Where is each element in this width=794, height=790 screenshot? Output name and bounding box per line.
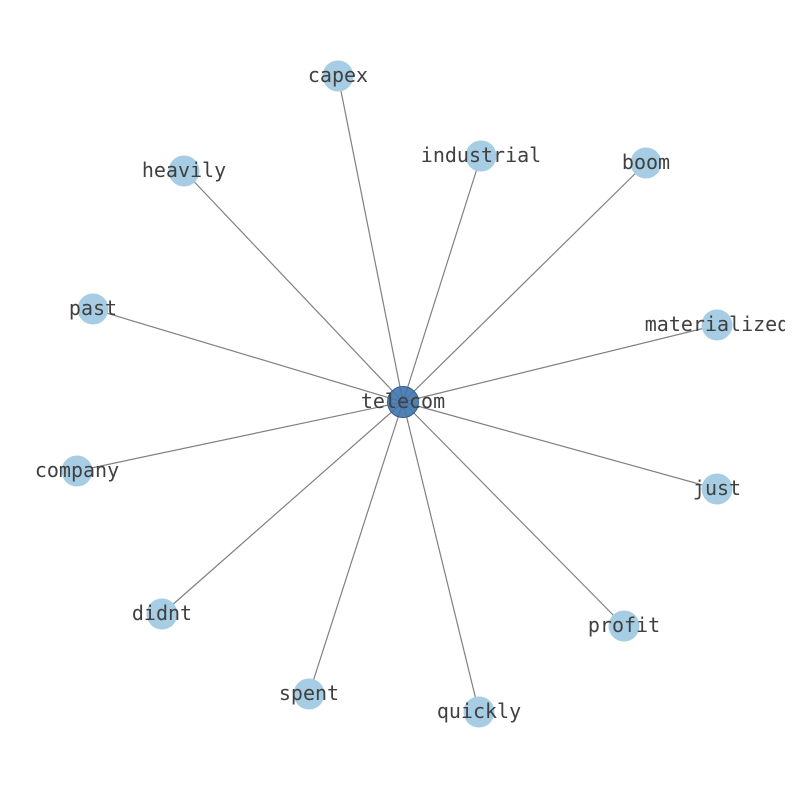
- node-label-industrial: industrial: [421, 143, 541, 167]
- node-label-boom: boom: [622, 150, 670, 174]
- node-didnt[interactable]: [146, 598, 178, 630]
- node-label-company: company: [35, 458, 119, 482]
- node-boom[interactable]: [630, 147, 662, 179]
- node-capex[interactable]: [322, 60, 354, 92]
- edge-telecom-quickly: [402, 401, 480, 713]
- edge-telecom-didnt: [161, 401, 404, 615]
- node-label-materialized: materialized: [645, 312, 790, 336]
- node-industrial[interactable]: [465, 140, 497, 172]
- edge-telecom-materialized: [402, 324, 718, 403]
- node-label-just: just: [693, 476, 741, 500]
- edge-telecom-profit: [402, 401, 625, 627]
- node-label-didnt: didnt: [132, 601, 192, 625]
- node-past[interactable]: [77, 293, 109, 325]
- edge-telecom-spent: [308, 401, 404, 695]
- edge-telecom-industrial: [402, 155, 482, 403]
- node-materialized[interactable]: [701, 309, 733, 341]
- edge-telecom-past: [92, 308, 404, 403]
- node-label-telecom: telecom: [361, 389, 445, 413]
- edge-telecom-capex: [337, 75, 404, 403]
- node-label-quickly: quickly: [437, 699, 521, 723]
- node-company[interactable]: [61, 455, 93, 487]
- node-telecom[interactable]: [387, 386, 419, 418]
- edge-telecom-boom: [402, 162, 647, 403]
- node-label-profit: profit: [588, 613, 660, 637]
- node-label-capex: capex: [308, 63, 368, 87]
- node-spent[interactable]: [293, 678, 325, 710]
- node-heavily[interactable]: [168, 155, 200, 187]
- edge-telecom-company: [76, 401, 404, 472]
- edge-telecom-heavily: [183, 170, 404, 403]
- node-label-past: past: [69, 296, 117, 320]
- node-quickly[interactable]: [463, 696, 495, 728]
- node-just[interactable]: [701, 473, 733, 505]
- node-profit[interactable]: [608, 610, 640, 642]
- node-label-spent: spent: [279, 681, 339, 705]
- edge-telecom-just: [402, 401, 718, 490]
- node-label-heavily: heavily: [142, 158, 226, 182]
